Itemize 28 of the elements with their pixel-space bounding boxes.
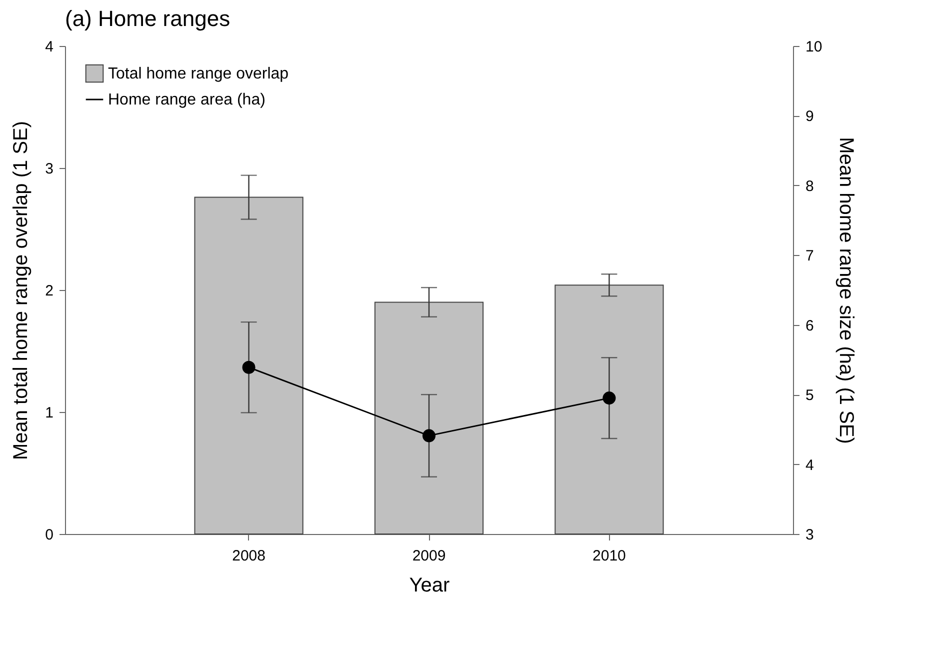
y2-tick-label: 3: [806, 526, 814, 544]
bar: [194, 196, 304, 534]
y2-axis-title: Mean home range size (ha) (1 SE): [835, 137, 858, 444]
x-tick-label: 2009: [412, 548, 446, 564]
y-tick-label: 3: [45, 160, 54, 178]
y-tick-label: 0: [45, 526, 54, 544]
y2-tick-label: 7: [806, 248, 814, 265]
legend-label: Home range area (ha): [108, 92, 266, 108]
point: [242, 360, 256, 374]
x-tick-label: 2008: [232, 548, 266, 564]
x-axis-title: Year: [409, 574, 450, 596]
y-tick-label: 4: [45, 38, 54, 56]
y2-tick-label: 9: [806, 108, 814, 126]
y-tick-label: 1: [45, 404, 54, 422]
y2-tick-label: 8: [806, 178, 814, 195]
point: [422, 429, 436, 442]
y2-tick-label: 10: [806, 38, 822, 56]
y2-tick-label: 6: [806, 317, 814, 334]
point: [602, 392, 616, 405]
y2-tick-label: 5: [806, 387, 814, 404]
y-tick-label: 2: [45, 282, 54, 300]
y-axis-title: Mean total home range overlap (1 SE): [10, 120, 32, 460]
legend-label: Total home range overlap: [108, 66, 289, 82]
y2-tick-label: 4: [806, 456, 814, 474]
chart-title: (a) Home ranges: [65, 6, 230, 31]
bar: [554, 284, 664, 534]
bar: [374, 302, 484, 534]
x-tick-label: 2010: [592, 548, 626, 564]
